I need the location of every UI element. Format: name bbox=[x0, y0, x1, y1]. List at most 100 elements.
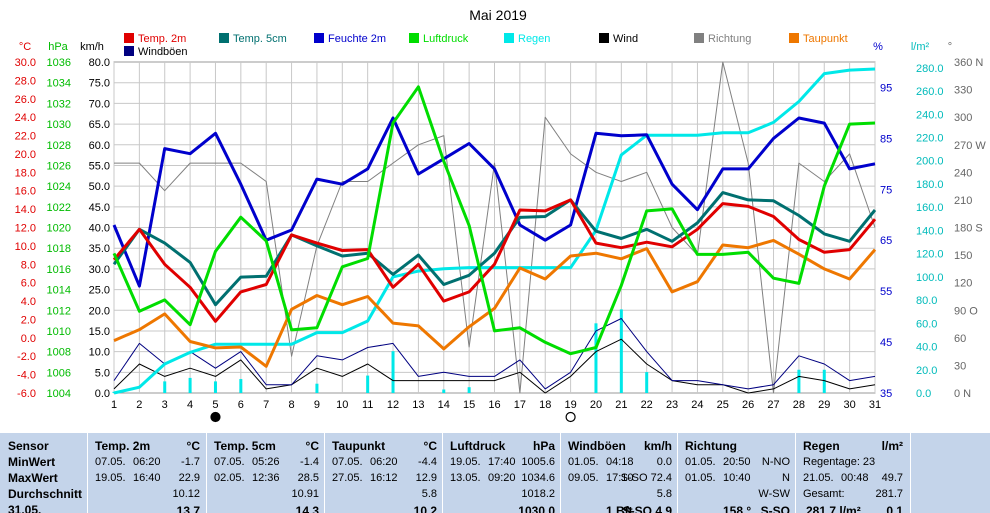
direction-tick-label: 300 bbox=[954, 112, 972, 124]
stats-cell: N bbox=[782, 472, 790, 484]
stats-cell: 07.05. bbox=[332, 456, 363, 468]
legend-swatch bbox=[314, 33, 324, 43]
stats-cell: 19.05. bbox=[95, 472, 126, 484]
rain-bar bbox=[213, 381, 217, 393]
legend: Temp. 2m Temp. 5cm Feuchte 2m Luftdruck Rege… bbox=[124, 33, 848, 58]
stats-cell: 0.1 bbox=[886, 504, 903, 513]
stats-cell: -4.4 bbox=[418, 456, 437, 468]
rain-bar bbox=[467, 387, 471, 393]
stats-column-header: Windböen bbox=[568, 439, 626, 453]
rain-tick-label: 100.0 bbox=[916, 272, 944, 284]
legend-label: Feuchte 2m bbox=[328, 33, 386, 45]
x-tick-label: 12 bbox=[387, 399, 399, 411]
wind-tick-label: 25.0 bbox=[89, 285, 110, 297]
rain-bar bbox=[163, 381, 167, 393]
stats-cell: S-SO 72.4 bbox=[620, 472, 672, 484]
x-tick-label: 19 bbox=[564, 399, 576, 411]
legend-label: Luftdruck bbox=[423, 33, 469, 45]
stats-cell: 21.05. bbox=[803, 472, 834, 484]
x-tick-label: 14 bbox=[438, 399, 450, 411]
stats-column: Taupunkt °C 07.05. 06:20 -4.4 27.05. 16:12 12.9… bbox=[324, 433, 443, 513]
stats-cell: 13.7 bbox=[176, 504, 200, 513]
temp-tick-label: 4.0 bbox=[21, 296, 36, 308]
x-tick-label: 17 bbox=[514, 399, 526, 411]
rain-bar bbox=[366, 375, 370, 393]
stats-cell: 22.9 bbox=[178, 472, 200, 484]
stats-cell: 09.05. bbox=[568, 472, 599, 484]
x-tick-label: 23 bbox=[666, 399, 678, 411]
direction-tick-label: 60 bbox=[954, 333, 966, 345]
pressure-tick-label: 1020 bbox=[47, 223, 71, 235]
wind-tick-label: 20.0 bbox=[89, 305, 110, 317]
direction-tick-label: 270 W bbox=[954, 140, 986, 152]
rain-tick-label: 20.0 bbox=[916, 365, 937, 377]
legend-label: Windböen bbox=[138, 46, 188, 58]
rain-bar bbox=[594, 323, 598, 393]
stats-cell: 13.05. bbox=[450, 472, 481, 484]
temp-tick-label: 2.0 bbox=[21, 314, 36, 326]
wind-tick-label: 0.0 bbox=[95, 388, 110, 400]
rain-bar bbox=[442, 389, 446, 393]
pressure-tick-label: 1030 bbox=[47, 119, 71, 131]
x-tick-label: 30 bbox=[844, 399, 856, 411]
stats-column-header: Taupunkt bbox=[332, 439, 386, 453]
stats-cell: 0.0 bbox=[656, 456, 672, 468]
pressure-tick-label: 1028 bbox=[47, 140, 71, 152]
rain-bar bbox=[188, 377, 192, 393]
rain-tick-label: 160.0 bbox=[916, 202, 944, 214]
pressure-tick-label: 1032 bbox=[47, 98, 71, 110]
direction-tick-label: 360 N bbox=[954, 57, 983, 69]
rain-bar bbox=[239, 379, 243, 393]
stats-cell: 02.05. bbox=[214, 472, 245, 484]
stats-row-label: Durchschnitt bbox=[8, 487, 83, 501]
stats-column-unit: °C bbox=[305, 439, 319, 453]
stats-cell: 158 ° bbox=[723, 504, 752, 513]
rain-tick-label: 200.0 bbox=[916, 156, 944, 168]
stats-column-unit: hPa bbox=[532, 439, 555, 453]
statistics-table: Sensor MinWert MaxWert Durchschnitt 31.05. Te… bbox=[0, 433, 990, 513]
stats-cell: 05:26 bbox=[252, 456, 280, 468]
temp-tick-label: 0.0 bbox=[21, 333, 36, 345]
x-tick-label: 25 bbox=[717, 399, 729, 411]
stats-cell: 20:50 bbox=[723, 456, 751, 468]
stats-cell: 16:40 bbox=[133, 472, 161, 484]
stats-cell: 281.7 bbox=[875, 488, 903, 500]
stats-cell: 10.2 bbox=[413, 504, 437, 513]
temp-tick-label: 22.0 bbox=[15, 131, 36, 143]
direction-tick-label: 180 S bbox=[954, 223, 983, 235]
rain-bar bbox=[391, 351, 395, 393]
x-tick-label: 29 bbox=[818, 399, 830, 411]
pressure-tick-label: 1022 bbox=[47, 202, 71, 214]
temp-tick-label: 18.0 bbox=[15, 167, 36, 179]
legend-swatch bbox=[789, 33, 799, 43]
stats-cell: -1.4 bbox=[300, 456, 319, 468]
legend-label: Richtung bbox=[708, 33, 751, 45]
x-tick-label: 27 bbox=[767, 399, 779, 411]
legend-label: Taupunkt bbox=[803, 33, 848, 45]
series-line-temp-5cm bbox=[112, 191, 877, 307]
series-line-richtung bbox=[114, 61, 876, 394]
stats-cell: 17:10 bbox=[606, 472, 634, 484]
stats-column-header: Temp. 2m bbox=[95, 439, 151, 453]
legend-swatch bbox=[599, 33, 609, 43]
stats-column-header: Temp. 5cm bbox=[214, 439, 276, 453]
rain-bar bbox=[315, 383, 319, 393]
stats-cell: 1034.6 bbox=[521, 472, 555, 484]
x-tick-label: 21 bbox=[615, 399, 627, 411]
stats-cell: 14.3 bbox=[295, 504, 319, 513]
stats-cell: 49.7 bbox=[881, 472, 903, 484]
stats-cell: 1030.0 bbox=[518, 504, 555, 513]
x-tick-label: 10 bbox=[336, 399, 348, 411]
series-line-temp-2m bbox=[112, 198, 877, 323]
wind-tick-label: 55.0 bbox=[89, 160, 110, 172]
stats-cell: 1005.6 bbox=[521, 456, 555, 468]
rain-tick-label: 140.0 bbox=[916, 225, 944, 237]
stats-row-label: Sensor bbox=[8, 439, 49, 453]
moon-markers bbox=[210, 411, 576, 423]
x-tick-label: 4 bbox=[187, 399, 193, 411]
humidity-tick-label: 55 bbox=[880, 286, 892, 298]
wind-tick-label: 60.0 bbox=[89, 140, 110, 152]
x-tick-label: 16 bbox=[488, 399, 500, 411]
rain-tick-label: 180.0 bbox=[916, 179, 944, 191]
series-line-feuchte-2m bbox=[112, 116, 876, 288]
